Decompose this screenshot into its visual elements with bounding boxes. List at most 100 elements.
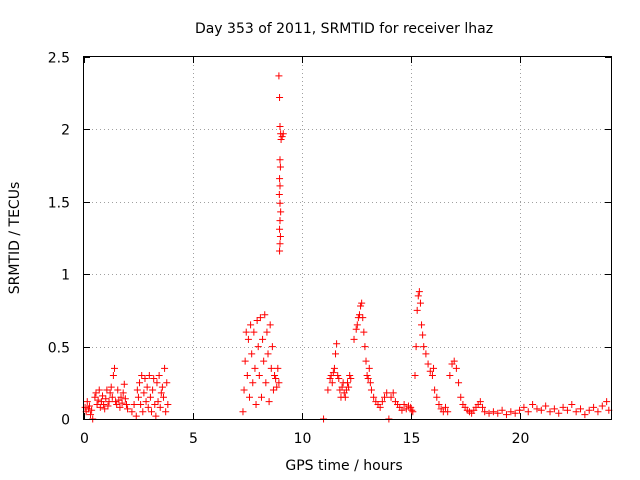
data-point: [158, 383, 166, 391]
data-point: [498, 406, 506, 414]
data-point: [353, 321, 361, 329]
data-point: [278, 133, 286, 141]
data-point: [568, 401, 576, 409]
data-point: [154, 398, 162, 406]
data-point: [91, 393, 99, 401]
data-point: [422, 350, 430, 358]
data-point: [94, 396, 102, 404]
data-point: [277, 136, 285, 144]
data-point: [110, 364, 118, 372]
data-point: [414, 292, 422, 300]
data-point: [114, 386, 122, 394]
data-point: [338, 383, 346, 391]
data-point: [139, 408, 147, 416]
data-point: [277, 208, 285, 216]
data-point: [259, 335, 267, 343]
data-point: [164, 401, 172, 409]
data-point: [409, 408, 417, 416]
data-point: [276, 156, 284, 164]
data-point: [253, 317, 261, 325]
data-point: [155, 372, 163, 380]
data-point: [398, 406, 406, 414]
x-tick-label: 15: [403, 431, 421, 447]
data-point: [433, 393, 441, 401]
data-point: [485, 409, 493, 417]
data-point: [276, 175, 284, 183]
data-point: [116, 403, 124, 411]
data-point: [332, 350, 340, 358]
data-point: [364, 374, 372, 382]
chart-title: Day 353 of 2011, SRMTID for receiver lha…: [195, 21, 493, 37]
data-point: [257, 393, 265, 401]
y-tick-label: 1: [61, 268, 70, 284]
data-point: [524, 408, 532, 416]
data-point: [420, 343, 428, 351]
axis-ticks: 0 5 10 15 20 0 0.5 1 1.5 2 2.5: [48, 51, 611, 447]
x-tick-label: 0: [80, 431, 89, 447]
data-point: [240, 386, 248, 394]
data-point: [156, 403, 164, 411]
data-point: [537, 406, 545, 414]
data-point: [103, 386, 111, 394]
data-point: [146, 393, 154, 401]
data-point: [124, 405, 132, 413]
data-point: [260, 357, 268, 365]
data-point: [275, 379, 283, 387]
data-point: [334, 372, 342, 380]
data-point: [324, 386, 332, 394]
data-point: [359, 314, 367, 322]
data-point: [246, 393, 254, 401]
data-point: [152, 412, 160, 420]
data-point: [117, 393, 125, 401]
data-point: [109, 372, 117, 380]
data-point: [120, 380, 128, 388]
data-point: [276, 123, 284, 131]
data-point: [590, 403, 598, 411]
data-point: [256, 314, 264, 322]
data-point: [163, 379, 171, 387]
data-point: [516, 406, 524, 414]
data-point: [119, 389, 127, 397]
data-point: [358, 299, 366, 307]
data-point: [248, 350, 256, 358]
data-point: [157, 389, 165, 397]
data-point: [262, 379, 270, 387]
data-point: [118, 399, 126, 407]
y-tick-label: 1.5: [48, 196, 70, 212]
data-point: [581, 411, 589, 419]
y-tick-label: 0.5: [48, 341, 70, 357]
data-point: [276, 163, 284, 171]
data-point: [430, 364, 438, 372]
data-point: [352, 325, 360, 333]
data-point: [81, 403, 89, 411]
x-tick-label: 20: [512, 431, 530, 447]
data-point: [344, 379, 351, 387]
data-point: [276, 233, 284, 241]
data-point: [138, 372, 146, 380]
data-point: [242, 328, 250, 336]
data-point: [502, 411, 510, 419]
data-point: [366, 379, 374, 387]
data-point: [85, 402, 93, 410]
data-point: [121, 395, 129, 403]
data-point: [272, 374, 280, 382]
data-point: [275, 191, 283, 199]
data-point: [347, 374, 355, 382]
data-point: [84, 405, 92, 413]
data-point: [144, 403, 152, 411]
data-point: [598, 402, 606, 410]
data-point: [264, 350, 272, 358]
data-point: [268, 343, 276, 351]
data-point: [594, 408, 602, 416]
data-point: [122, 401, 130, 409]
data-point: [151, 401, 159, 409]
data-point: [419, 331, 427, 339]
data-point: [542, 402, 550, 410]
data-point: [424, 360, 432, 368]
data-point: [341, 393, 349, 401]
data-point: [162, 408, 170, 416]
data-point: [143, 383, 151, 391]
data-point: [133, 386, 141, 394]
data-point: [350, 335, 358, 343]
data-point: [141, 374, 149, 382]
